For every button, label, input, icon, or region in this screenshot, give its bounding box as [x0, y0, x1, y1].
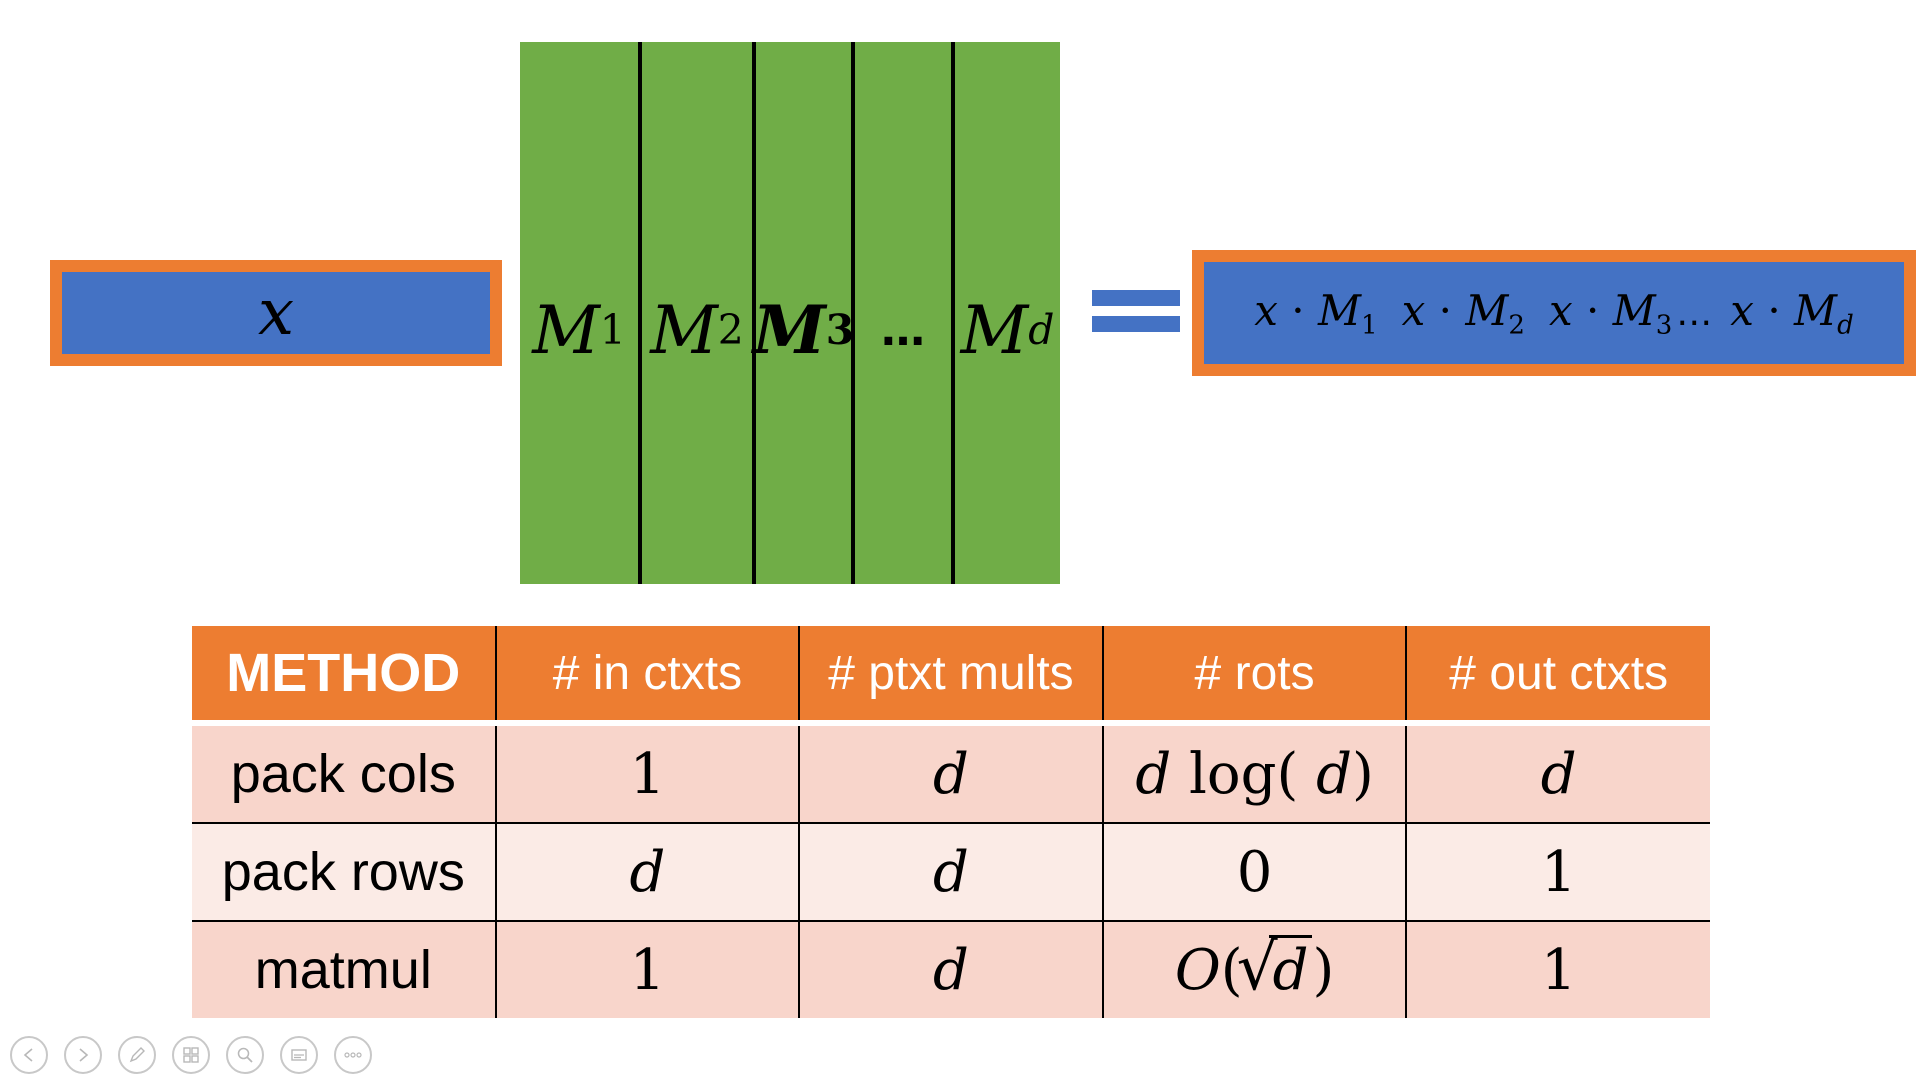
cell-method: pack cols: [192, 723, 496, 823]
result-term: x · Md: [1730, 285, 1854, 341]
cell-ptxt-mults: d: [798, 723, 1103, 823]
header-method: METHOD: [192, 626, 496, 723]
cell-rots: O(d): [1101, 920, 1407, 1018]
cell-rots: d log( d): [1101, 723, 1407, 823]
table-row: pack cols 1 d d log( d) d: [192, 723, 1710, 823]
equals-bar-top: [1092, 290, 1180, 306]
zoom-icon[interactable]: [226, 1036, 264, 1074]
header-rots: # rots: [1101, 626, 1407, 723]
subtitles-icon[interactable]: [280, 1036, 318, 1074]
next-icon[interactable]: [64, 1036, 102, 1074]
result-ellipsis: …: [1676, 292, 1713, 334]
pen-icon[interactable]: [118, 1036, 156, 1074]
cell-method: matmul: [192, 920, 496, 1018]
cell-ptxt-mults: d: [798, 822, 1103, 921]
column-divider: [851, 42, 855, 584]
slideshow-controls: [10, 1036, 372, 1074]
cell-in-ctxts: 1: [494, 920, 800, 1018]
result-vector-box: x · M1 x · M2 x · M3 … x · Md: [1192, 250, 1916, 376]
result-term: x · M1: [1254, 285, 1378, 341]
header-ptxt-mults: # ptxt mults: [798, 626, 1103, 723]
cell-out-ctxts: 1: [1405, 822, 1710, 921]
cell-rots: 0: [1101, 822, 1407, 921]
method-comparison-table: METHOD # in ctxts # ptxt mults # rots # …: [192, 626, 1710, 1018]
prev-icon[interactable]: [10, 1036, 48, 1074]
header-in-ctxts: # in ctxts: [494, 626, 800, 723]
cell-in-ctxts: d: [494, 822, 800, 921]
vector-x-symbol: x: [257, 276, 295, 350]
more-icon[interactable]: [334, 1036, 372, 1074]
column-divider: [752, 42, 756, 584]
header-out-ctxts: # out ctxts: [1405, 626, 1710, 723]
result-term: x · M3: [1548, 285, 1673, 341]
cell-out-ctxts: d: [1405, 723, 1710, 823]
cell-ptxt-mults: d: [798, 920, 1103, 1018]
column-divider: [951, 42, 955, 584]
table-row: pack rows d d 0 1: [192, 822, 1710, 921]
column-label-ellipsis: …: [881, 304, 925, 356]
slides-icon[interactable]: [172, 1036, 210, 1074]
table-row: matmul 1 d O(d) 1: [192, 920, 1710, 1018]
vector-x-box: x: [50, 260, 502, 366]
equals-bar-bottom: [1092, 316, 1180, 332]
sqrt-symbol: d: [1237, 930, 1313, 1005]
cell-in-ctxts: 1: [494, 723, 800, 823]
cell-out-ctxts: 1: [1405, 920, 1710, 1018]
column-divider: [638, 42, 642, 584]
result-term: x · M2: [1401, 285, 1525, 341]
cell-method: pack rows: [192, 822, 496, 921]
table-header-row: METHOD # in ctxts # ptxt mults # rots # …: [192, 626, 1710, 723]
